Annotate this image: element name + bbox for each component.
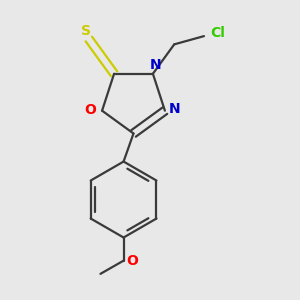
Text: Cl: Cl bbox=[210, 26, 225, 40]
Text: N: N bbox=[150, 58, 161, 73]
Text: S: S bbox=[80, 24, 91, 38]
Text: O: O bbox=[85, 103, 97, 117]
Text: O: O bbox=[126, 254, 138, 268]
Text: N: N bbox=[169, 102, 181, 116]
